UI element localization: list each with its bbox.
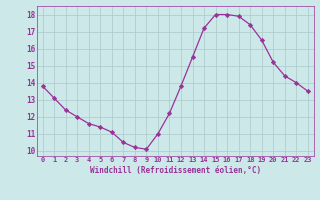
X-axis label: Windchill (Refroidissement éolien,°C): Windchill (Refroidissement éolien,°C): [90, 166, 261, 175]
